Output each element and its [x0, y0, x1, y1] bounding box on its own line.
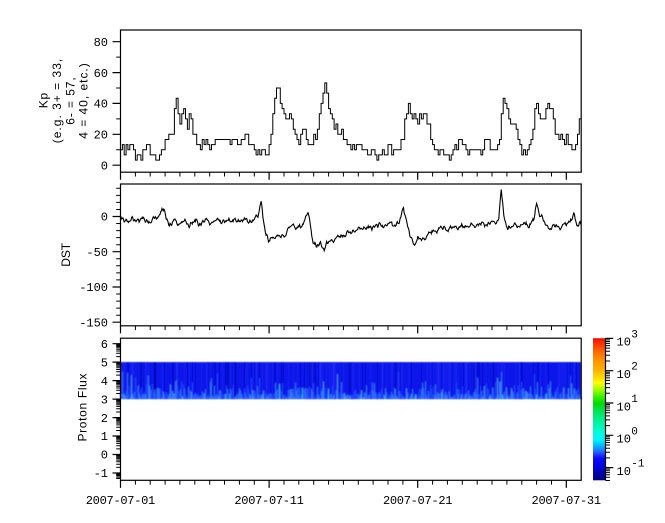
svg-text:-100: -100	[79, 281, 108, 295]
svg-text:0: 0	[631, 426, 638, 438]
svg-text:1: 1	[101, 430, 108, 444]
svg-text:Kp: Kp	[37, 92, 51, 108]
svg-text:(e.g. 3+ = 33,: (e.g. 3+ = 33,	[50, 59, 64, 144]
svg-text:1: 1	[631, 394, 638, 406]
svg-text:-1: -1	[631, 459, 645, 471]
svg-text:4 = 40, etc.): 4 = 40, etc.)	[77, 63, 91, 139]
svg-text:2: 2	[631, 362, 638, 374]
svg-text:3: 3	[101, 393, 108, 407]
svg-text:80: 80	[94, 36, 108, 50]
svg-text:10: 10	[617, 336, 631, 350]
svg-text:2007-07-21: 2007-07-21	[383, 494, 453, 508]
svg-text:5: 5	[101, 356, 108, 370]
svg-text:2: 2	[101, 412, 108, 426]
svg-text:4: 4	[101, 375, 108, 389]
svg-text:Proton Flux: Proton Flux	[76, 374, 90, 442]
svg-text:2007-07-01: 2007-07-01	[86, 494, 156, 508]
svg-text:10: 10	[617, 433, 631, 447]
svg-text:-50: -50	[86, 246, 108, 260]
svg-text:10: 10	[617, 400, 631, 414]
svg-text:2007-07-31: 2007-07-31	[532, 494, 602, 508]
svg-text:20: 20	[94, 129, 108, 143]
svg-text:6: 6	[101, 338, 108, 352]
svg-text:0: 0	[101, 449, 108, 463]
svg-text:10: 10	[617, 465, 631, 479]
svg-text:0: 0	[101, 211, 108, 225]
svg-text:2007-07-11: 2007-07-11	[234, 494, 304, 508]
svg-text:60: 60	[94, 67, 108, 81]
svg-text:6- = 57,: 6- = 57,	[63, 77, 77, 125]
svg-text:-150: -150	[79, 316, 108, 330]
svg-text:10: 10	[617, 368, 631, 382]
svg-text:40: 40	[94, 98, 108, 112]
svg-text:3: 3	[631, 329, 638, 341]
svg-text:DST: DST	[59, 242, 73, 266]
svg-text:0: 0	[101, 159, 108, 173]
svg-text:-1: -1	[94, 467, 108, 481]
